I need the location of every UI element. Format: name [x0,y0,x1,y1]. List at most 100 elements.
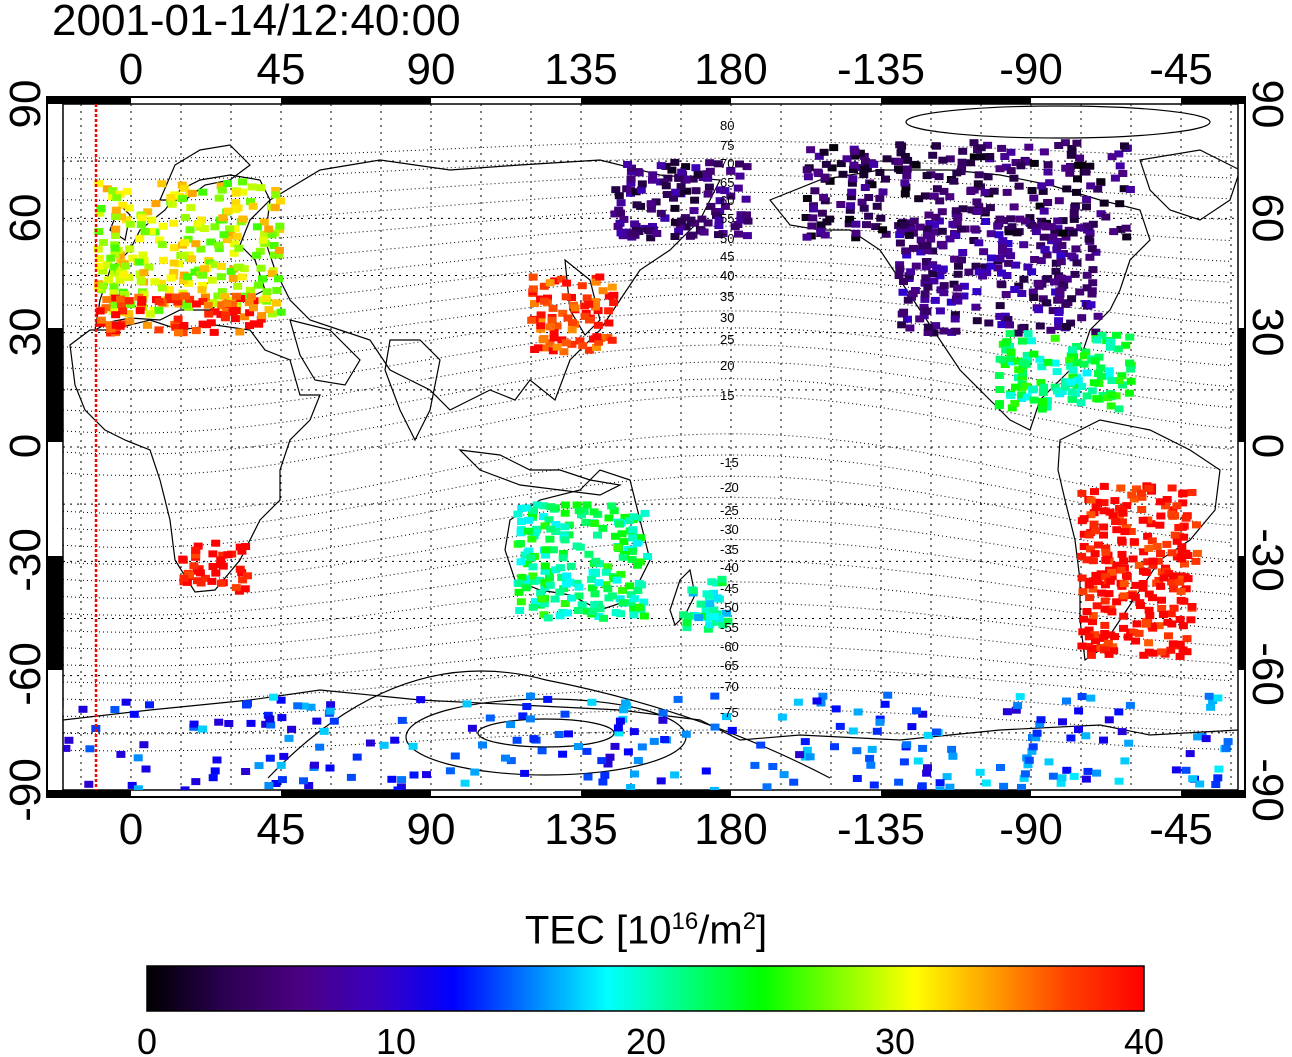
tec-point [1000,361,1010,368]
tec-point [594,579,604,587]
tec-point [1175,640,1185,648]
tec-point [976,153,985,161]
tec-point [516,558,526,566]
tec-point [191,778,201,786]
tec-point [105,321,115,329]
tec-point [994,231,1004,239]
tec-point [684,612,694,620]
tec-point [1004,259,1014,267]
tec-point [1023,356,1033,363]
tec-point [1084,235,1094,243]
tec-point [709,606,719,614]
tec-point [542,344,552,352]
tec-point [718,621,728,629]
tec-point [536,322,546,330]
tec-point [950,315,960,323]
tec-point [528,273,538,281]
tec-point [1054,197,1064,205]
magnetic-latitude-contour [63,395,1232,476]
tec-point [639,612,649,620]
tec-point [1129,495,1139,503]
tec-point [945,235,955,243]
tec-point [271,191,281,199]
tec-point [1013,702,1023,710]
tec-point [393,786,403,790]
tec-point [1031,734,1041,742]
tec-point [607,592,617,600]
tec-point [467,724,477,732]
tec-point [619,215,629,223]
tec-point [847,179,857,187]
tec-point [699,228,709,236]
tec-point [633,561,642,569]
tec-point [1118,170,1128,177]
tec-point [646,234,656,242]
tec-point [144,263,154,271]
contour-labels: 8075706560555045403530252015-15-20-25-30… [720,118,739,720]
tec-point [238,178,247,186]
south-pole-contour [477,718,615,748]
tec-point [1080,352,1089,360]
tec-point [997,247,1007,255]
tec-point [246,198,255,206]
tec-point [975,768,985,776]
tec-point [1038,389,1048,397]
tec-point [255,247,265,255]
tec-point [1114,150,1124,158]
tec-point [902,172,912,180]
tec-point [978,272,988,280]
tec-point [1033,279,1043,287]
tec-point [207,276,217,284]
tec-point [154,326,164,334]
tec-point [851,220,861,228]
tec-point [189,562,199,570]
tec-point [795,751,805,759]
tec-point [1006,215,1016,223]
tec-point [397,776,407,784]
tec-point [1206,703,1216,711]
tec-point [169,268,179,276]
tec-point [198,298,208,305]
tec-point [957,158,967,166]
tec-point [1015,693,1025,701]
tec-point [228,300,238,308]
tec-point [1139,548,1149,556]
tec-point [588,608,598,616]
tec-point [942,773,952,781]
tec-point [966,188,976,195]
tec-point [584,550,594,558]
tec-point [957,256,966,264]
tec-point [993,264,1003,272]
tec-point [1014,366,1024,374]
coast-japan [564,258,601,336]
tec-point [244,299,254,307]
frame-bar [47,328,63,442]
tec-point [1090,550,1100,558]
tec-point [558,309,568,317]
tec-point [279,752,289,760]
tec-point [552,322,562,330]
tec-point [397,716,407,724]
tec-point [1156,550,1165,557]
tec-point [1181,514,1191,522]
tec-point [912,707,921,715]
tec-point [346,773,356,781]
frame-bar [581,97,731,104]
tec-point [1104,367,1114,375]
tec-point [182,301,192,309]
tec-point [953,284,963,292]
tec-point [1125,186,1135,193]
tec-point [234,244,244,252]
tec-point [914,195,924,203]
tec-point [1092,769,1102,777]
tec-point [218,562,228,570]
x-tick-label-top: -90 [999,45,1063,94]
tec-point [1096,210,1106,218]
tec-point [825,215,835,223]
tec-point [536,325,546,333]
tec-point [1005,330,1015,338]
tec-point [1007,223,1017,231]
tec-point [998,237,1008,245]
